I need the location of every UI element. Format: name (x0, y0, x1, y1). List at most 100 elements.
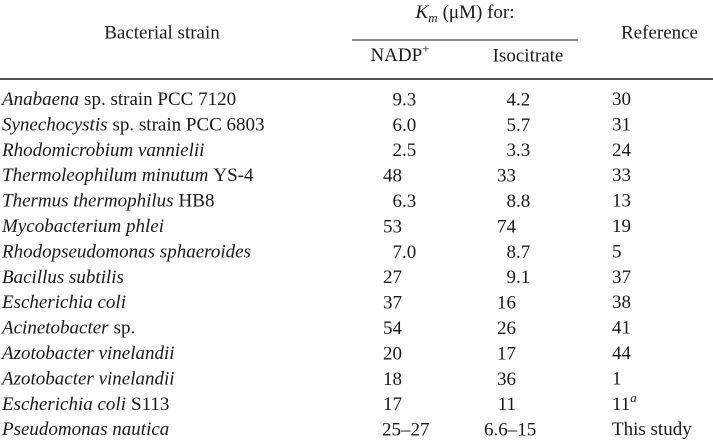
strain-name: Thermus thermophilus (2, 191, 174, 212)
nadp-sup: + (422, 41, 429, 56)
reference: 5 (612, 242, 622, 263)
nadp-km: 25–27 (382, 420, 430, 441)
strain-suffix: sp. strain PCC 6803 (113, 115, 265, 136)
reference: 19 (612, 216, 631, 237)
reference-text: 24 (612, 140, 632, 161)
strain-name: Escherichia coli (1, 293, 126, 314)
isocitrate-km: 4.2 (507, 89, 531, 110)
reference-text: 13 (612, 191, 631, 212)
reference-text: 11 (612, 394, 630, 415)
reference: 44 (612, 343, 632, 364)
strain-name: Acinetobacter (0, 318, 109, 339)
isocitrate-km: 8.8 (507, 191, 531, 212)
reference: 1 (612, 369, 622, 390)
nadp-km: 6.0 (393, 115, 417, 136)
isocitrate-km: 33 (497, 166, 516, 187)
nadp-km: 54 (383, 318, 403, 339)
km-symbol: K (415, 2, 430, 23)
reference: 41 (612, 318, 631, 339)
isocitrate-km: 5.7 (507, 115, 531, 136)
reference-text: 30 (612, 89, 631, 110)
strain: Mycobacterium phlei (1, 216, 164, 237)
strain: Synechocystis sp. strain PCC 6803 (2, 115, 265, 136)
strain: Anabaena sp. strain PCC 7120 (0, 89, 236, 110)
strain-suffix: sp. strain PCC 7120 (84, 89, 236, 110)
strain: Rhodomicrobium vannielii (1, 140, 204, 161)
strain-name: Thermoleophilum minutum (2, 166, 208, 187)
km-text: (μM) for: (443, 2, 515, 23)
nadp-km: 9.3 (393, 89, 417, 110)
reference: 11a (612, 390, 637, 415)
km-subscript: m (428, 10, 437, 25)
reference: 13 (612, 191, 631, 212)
strain-suffix: sp. (114, 318, 136, 339)
strain-name: Azotobacter vinelandii (0, 343, 175, 364)
reference-text: 38 (612, 293, 631, 314)
strain: Thermoleophilum minutum YS-4 (2, 166, 254, 187)
strain-name: Escherichia coli (1, 394, 126, 415)
nadp-km: 18 (383, 369, 402, 390)
strain-name: Pseudomonas nautica (1, 420, 169, 441)
isocitrate-km: 6.6–15 (484, 420, 536, 441)
isocitrate-km: 8.7 (507, 242, 531, 263)
strain-suffix: S113 (131, 394, 169, 415)
strain-name: Synechocystis (2, 115, 108, 136)
reference-text: 44 (612, 343, 632, 364)
isocitrate-km: 16 (497, 293, 516, 314)
header-km: Km (μM) for: (415, 2, 515, 25)
reference: 30 (612, 89, 631, 110)
strain: Rhodopseudomonas sphaeroides (1, 242, 251, 263)
reference: 33 (612, 166, 631, 187)
nadp-km: 2.5 (393, 140, 417, 161)
reference-note: a (630, 390, 637, 405)
reference-text: 41 (612, 318, 631, 339)
strain-name: Rhodopseudomonas sphaeroides (1, 242, 251, 263)
reference: 31 (612, 115, 631, 136)
strain-name: Anabaena (0, 89, 79, 110)
header-nadp: NADP+ (370, 41, 429, 66)
header-strain: Bacterial strain (104, 22, 220, 43)
isocitrate-km: 36 (497, 369, 516, 390)
strain: Bacillus subtilis (2, 267, 124, 288)
strain-name: Bacillus subtilis (2, 267, 124, 288)
nadp-km: 48 (383, 166, 402, 187)
strain: Azotobacter vinelandii (0, 343, 175, 364)
nadp-text: NADP (370, 45, 422, 66)
isocitrate-km: 17 (497, 343, 516, 364)
strain-name: Rhodomicrobium vannielii (1, 140, 204, 161)
strain-suffix: YS-4 (213, 166, 254, 187)
isocitrate-km: 74 (497, 216, 517, 237)
strain: Acinetobacter sp. (0, 318, 135, 339)
nadp-km: 27 (383, 267, 402, 288)
nadp-km: 17 (383, 394, 402, 415)
isocitrate-km: 11 (498, 394, 516, 415)
strain: Azotobacter vinelandii (0, 369, 175, 390)
header-reference: Reference (621, 22, 698, 43)
strain: Thermus thermophilus HB8 (2, 191, 214, 212)
reference-text: 31 (612, 115, 631, 136)
strain-name: Mycobacterium phlei (1, 216, 164, 237)
isocitrate-km: 9.1 (507, 267, 531, 288)
nadp-km: 20 (383, 343, 402, 364)
reference: 24 (612, 140, 632, 161)
reference-text: 19 (612, 216, 631, 237)
reference: This study (612, 420, 692, 441)
isocitrate-km: 26 (497, 318, 516, 339)
nadp-km: 6.3 (393, 191, 417, 212)
reference-text: 1 (612, 369, 622, 390)
isocitrate-km: 3.3 (507, 140, 531, 161)
strain-name: Azotobacter vinelandii (0, 369, 175, 390)
strain: Escherichia coli S113 (1, 394, 169, 415)
nadp-km: 7.0 (393, 242, 417, 263)
strain-suffix: HB8 (179, 191, 215, 212)
reference-text: 37 (612, 267, 631, 288)
reference: 38 (612, 293, 631, 314)
strain: Pseudomonas nautica (1, 420, 169, 441)
reference-text: 33 (612, 166, 631, 187)
reference: 37 (612, 267, 631, 288)
nadp-km: 53 (383, 216, 402, 237)
nadp-km: 37 (383, 293, 402, 314)
reference-text: This study (612, 420, 692, 441)
strain: Escherichia coli (1, 293, 126, 314)
